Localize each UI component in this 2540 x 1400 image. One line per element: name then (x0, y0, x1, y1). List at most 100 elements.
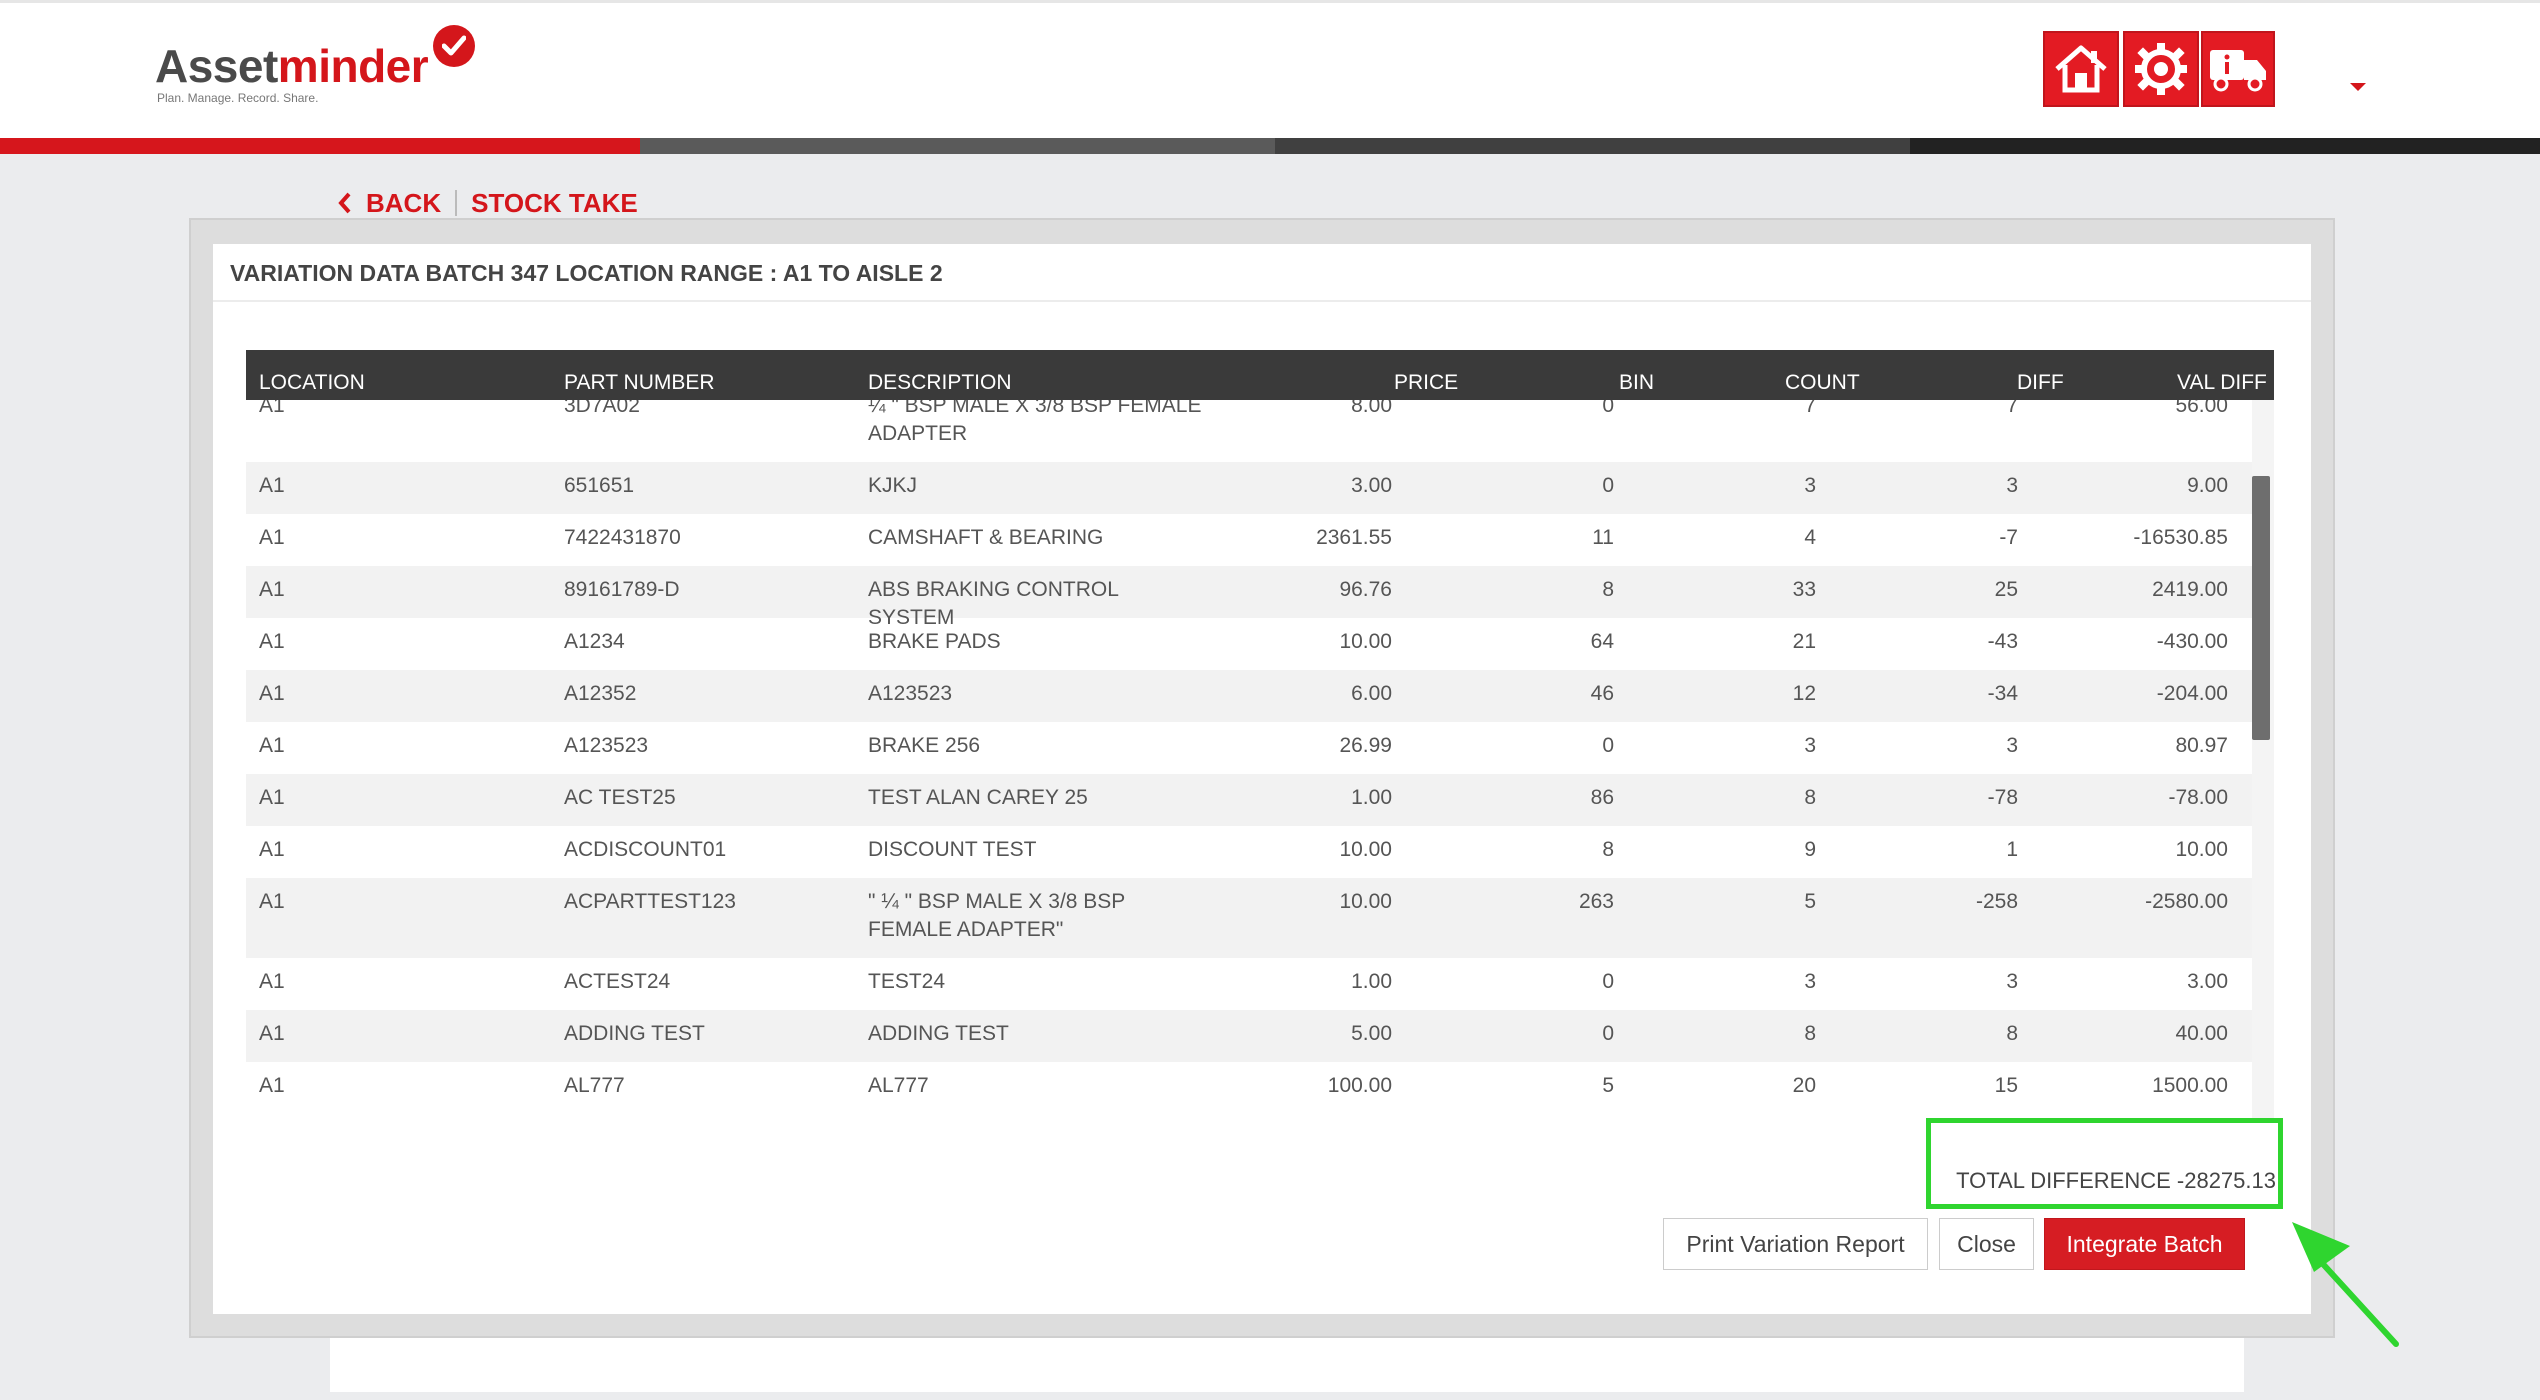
cell-diff: -7 (1999, 526, 2018, 549)
variation-data-modal: VARIATION DATA BATCH 347 LOCATION RANGE … (213, 244, 2311, 1314)
cell-val-diff: -204.00 (2156, 682, 2228, 705)
cell-val-diff: -16530.85 (2133, 526, 2228, 549)
integrate-batch-button[interactable]: Integrate Batch (2044, 1218, 2245, 1270)
cell-description: " ¼ " BSP MALE X 3/8 BSP FEMALE ADAPTER" (868, 890, 1125, 941)
cell-diff: -258 (1975, 890, 2018, 913)
user-menu-caret-down-icon[interactable] (2350, 83, 2366, 91)
cell-diff: 1 (2006, 838, 2018, 861)
underlying-panel (330, 1338, 2244, 1392)
cell-bin: 64 (1590, 630, 1614, 653)
cell-price: 100.00 (1327, 1074, 1392, 1097)
logistics-info-button[interactable] (2201, 31, 2275, 107)
cell-description: ADDING TEST (868, 1022, 1009, 1045)
back-link[interactable]: BACK (338, 188, 441, 219)
header-stripe-gray (640, 138, 1275, 154)
cell-part-number: 89161789-D (564, 578, 680, 601)
cell-val-diff: 56.00 (2175, 400, 2228, 417)
cell-count: 21 (1792, 630, 1816, 653)
checkmark-icon (433, 25, 475, 67)
cell-description: BRAKE 256 (868, 734, 981, 757)
cell-val-diff: 2419.00 (2152, 578, 2228, 601)
cell-bin: 8 (1602, 578, 1614, 601)
cell-location: A1 (259, 400, 285, 417)
logo-wordmark-part1: Asset (155, 40, 278, 92)
table-row[interactable]: A1 ACTEST24 TEST24 1.00 0 3 3 3.00 (246, 958, 2252, 1010)
cell-bin: 0 (1602, 1022, 1614, 1045)
scrollbar-thumb[interactable] (2252, 476, 2270, 740)
table-row[interactable]: A1 ACDISCOUNT01 DISCOUNT TEST 10.00 8 9 1 10.00 (246, 826, 2252, 878)
cell-bin: 8 (1602, 838, 1614, 861)
cell-val-diff: -78.00 (2168, 786, 2228, 809)
cell-location: A1 (259, 526, 285, 549)
cell-price: 26.99 (1339, 734, 1392, 757)
cell-description: A123523 (868, 682, 953, 705)
cell-part-number: 651651 (564, 474, 635, 497)
top-header: Assetminder Plan. Manage. Record. Share. (0, 0, 2540, 138)
table-row[interactable]: A1 ADDING TEST ADDING TEST 5.00 0 8 8 40.00 (246, 1010, 2252, 1062)
table-row[interactable]: A1 651651 KJKJ 3.00 0 3 3 9.00 (246, 462, 2252, 514)
cell-count: 9 (1804, 838, 1816, 861)
cell-val-diff: 1500.00 (2152, 1074, 2228, 1097)
cell-part-number: ACDISCOUNT01 (564, 838, 727, 861)
table-body: A1 3D7A02 ¼ " BSP MALE X 3/8 BSP FEMALE AD… (246, 400, 2274, 1366)
home-button[interactable] (2043, 31, 2119, 107)
close-button[interactable]: Close (1939, 1218, 2034, 1270)
cell-val-diff: 10.00 (2175, 838, 2228, 861)
cell-diff: -78 (1987, 786, 2018, 809)
cell-location: A1 (259, 786, 285, 809)
cell-count: 3 (1804, 734, 1816, 757)
cell-part-number: AC TEST25 (564, 786, 676, 809)
table-row[interactable]: A1 3D7A02 ¼ " BSP MALE X 3/8 BSP FEMALE AD… (246, 400, 2252, 462)
header-stripe-red (0, 138, 640, 154)
cell-price: 5.00 (1351, 1022, 1392, 1045)
cell-description: BRAKE PADS (868, 630, 1001, 653)
table-row[interactable]: A1 A1234 BRAKE PADS 10.00 64 21 -43 -430.00 (246, 618, 2252, 670)
cell-description: KJKJ (868, 474, 918, 497)
table-row[interactable]: A1 ACPARTTEST123 " ¼ " BSP MALE X 3/8 BSP … (246, 878, 2252, 958)
cell-part-number: A123523 (564, 734, 649, 757)
column-header-description: DESCRIPTION (868, 371, 1012, 394)
back-label: BACK (366, 187, 442, 218)
table-row[interactable]: A1 89161789-D ABS BRAKING CONTROL SYSTEM 96… (246, 566, 2252, 629)
cell-location: A1 (259, 1022, 285, 1045)
cell-price: 1.00 (1351, 786, 1392, 809)
cell-count: 3 (1804, 474, 1816, 497)
modal-title: VARIATION DATA BATCH 347 LOCATION RANGE … (213, 244, 2311, 302)
cell-price: 2361.55 (1316, 526, 1392, 549)
column-header-val-diff: VAL DIFF (2177, 371, 2267, 394)
cell-part-number: AL777 (564, 1074, 625, 1097)
cell-description: CAMSHAFT & BEARING (868, 526, 1104, 549)
table-row[interactable]: A1 AC TEST25 TEST ALAN CAREY 25 1.00 86 8 -78 -… (246, 774, 2252, 826)
cell-count: 12 (1792, 682, 1816, 705)
cell-price: 6.00 (1351, 682, 1392, 705)
home-icon (2055, 45, 2107, 93)
column-header-price: PRICE (1394, 371, 1459, 394)
logo-tagline: Plan. Manage. Record. Share. (157, 91, 319, 105)
cell-diff: -34 (1987, 682, 2018, 705)
cell-val-diff: 40.00 (2175, 1022, 2228, 1045)
settings-gear-icon (2135, 43, 2187, 95)
total-difference: TOTAL DIFFERENCE -28275.13 (1956, 1168, 2276, 1193)
column-header-part-number: PART NUMBER (564, 371, 715, 394)
cell-count: 20 (1792, 1074, 1816, 1097)
cell-diff: 3 (2006, 970, 2018, 993)
table-row[interactable]: A1 A12352 A123523 6.00 46 12 -34 -204.00 (246, 670, 2252, 722)
cell-description: ABS BRAKING CONTROL SYSTEM (868, 578, 1119, 629)
breadcrumb-stock-take[interactable]: STOCK TAKE (471, 187, 638, 218)
table-row[interactable]: A1 A123523 BRAKE 256 26.99 0 3 3 80.97 (246, 722, 2252, 774)
assetminder-logo[interactable]: Assetminder Plan. Manage. Record. Share. (155, 25, 485, 115)
cell-bin: 46 (1590, 682, 1614, 705)
table-row[interactable]: A1 7422431870 CAMSHAFT & BEARING 2361.55 11 4… (246, 514, 2252, 566)
table-row[interactable]: A1 AL777 AL777 100.00 5 20 15 1500.00 (246, 1062, 2252, 1114)
cell-count: 33 (1792, 578, 1816, 601)
cell-diff: 15 (1994, 1074, 2018, 1097)
cell-location: A1 (259, 630, 285, 653)
total-difference-highlight (1926, 1118, 2283, 1209)
cell-price: 1.00 (1351, 970, 1392, 993)
cell-diff: 8 (2006, 1022, 2018, 1045)
settings-button[interactable] (2123, 31, 2199, 107)
table-scroll-area[interactable]: A1 3D7A02 ¼ " BSP MALE X 3/8 BSP FEMALE AD… (246, 400, 2274, 1122)
cell-location: A1 (259, 682, 285, 705)
print-variation-report-button[interactable]: Print Variation Report (1663, 1218, 1928, 1270)
cell-location: A1 (259, 474, 285, 497)
